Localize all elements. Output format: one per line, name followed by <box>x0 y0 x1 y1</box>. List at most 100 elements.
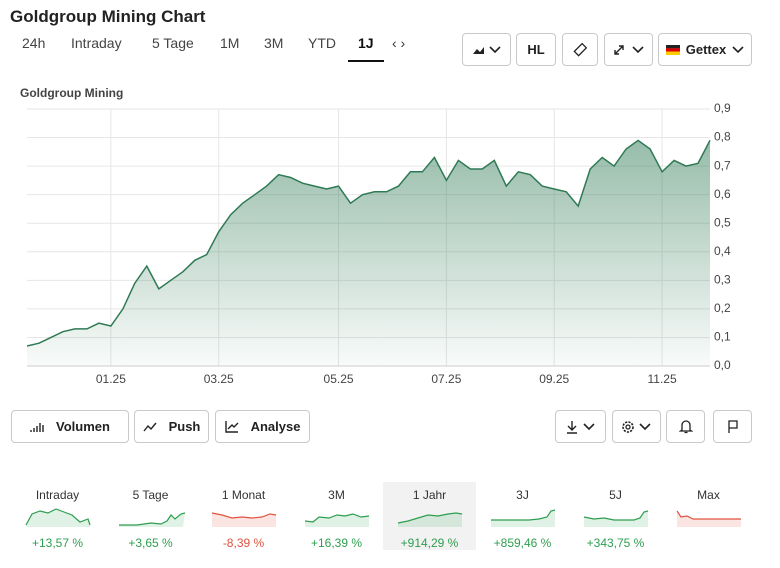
button-label: Analyse <box>250 419 301 434</box>
range-tab[interactable]: YTD <box>308 35 336 51</box>
sparkline-line <box>304 513 369 523</box>
x-tick-label: 03.25 <box>204 372 234 386</box>
range-tab[interactable]: 5 Tage <box>152 35 194 51</box>
sparkline-fill <box>211 513 276 527</box>
period-label: 5J <box>609 488 622 502</box>
tab-scroll[interactable]: ‹ › <box>392 35 406 51</box>
y-tick-label: 0,3 <box>714 273 731 287</box>
performance-item[interactable]: 3M +16,39 % <box>290 482 383 550</box>
icon <box>613 44 644 55</box>
icon <box>621 420 651 433</box>
sparkline-line <box>211 512 276 519</box>
period-label: 5 Tage <box>132 488 169 502</box>
sparkline-fill <box>490 510 555 527</box>
y-tick-label: 0,0 <box>714 358 731 372</box>
button-label: Push <box>168 419 201 434</box>
flag <box>665 44 680 55</box>
performance-item[interactable]: 5 Tage +3,65 % <box>104 482 197 550</box>
period-change: +859,46 % <box>493 536 552 550</box>
y-tick-label: 0,4 <box>714 244 731 258</box>
active-tab-underline <box>348 60 384 62</box>
y-tick-label: 0,1 <box>714 330 731 344</box>
performance-item[interactable]: 1 Jahr +914,29 % <box>383 482 476 550</box>
action-button[interactable]: Volumen <box>11 410 129 443</box>
x-tick-label: 11.25 <box>647 372 676 386</box>
icon <box>143 422 157 431</box>
y-tick-label: 0,6 <box>714 187 731 201</box>
performance-item[interactable]: 1 Monat -8,39 % <box>197 482 290 550</box>
y-tick-label: 0,7 <box>714 158 731 172</box>
icon <box>224 420 239 433</box>
chart-type-button[interactable] <box>462 33 511 66</box>
sparkline-fill <box>118 513 185 527</box>
button-label: Gettex <box>685 42 727 57</box>
sparkline-fill <box>583 511 648 527</box>
price-line <box>26 139 711 347</box>
sparkline <box>490 509 555 527</box>
sparkline-fill <box>397 513 462 527</box>
y-tick-label: 0,5 <box>714 215 731 229</box>
x-tick-label: 09.25 <box>539 372 569 386</box>
range-tab[interactable]: 1J <box>358 35 374 51</box>
settings-button[interactable] <box>612 410 661 443</box>
sparkline <box>583 510 648 527</box>
chart: Goldgroup Mining 0,0 0,1 0,2 0,3 0,4 0,5 0,6 0,… <box>20 86 731 386</box>
sparkline-line <box>24 508 91 526</box>
sparkline-line <box>583 510 648 521</box>
exchange-select[interactable]: Gettex <box>658 33 752 66</box>
x-tick-label: 05.25 <box>324 372 354 386</box>
x-tick-label: 07.25 <box>431 372 461 386</box>
range-tab[interactable]: 24h <box>22 35 46 51</box>
icon <box>30 422 44 432</box>
chart-title: Goldgroup Mining <box>20 86 123 100</box>
period-label: 1 Jahr <box>412 488 447 502</box>
period-label: Max <box>697 488 720 502</box>
action-button[interactable]: Push <box>134 410 209 443</box>
sparkline-line <box>397 512 462 524</box>
fullscreen-button[interactable] <box>604 33 653 66</box>
icon <box>732 45 744 53</box>
icon <box>678 420 693 434</box>
measure-button[interactable] <box>562 33 598 66</box>
sparkline <box>676 510 741 527</box>
y-tick-label: 0,8 <box>714 130 731 144</box>
range-tab[interactable]: Intraday <box>71 35 122 51</box>
button-label: HL <box>527 42 545 57</box>
x-tick-label: 01.25 <box>96 372 126 386</box>
sparkline <box>304 513 369 527</box>
sparkline-line <box>490 509 555 521</box>
performance-item[interactable]: Intraday +13,57 % <box>11 482 104 550</box>
period-change: +914,29 % <box>400 536 459 550</box>
icon <box>472 45 501 54</box>
hl-button[interactable]: HL <box>516 33 556 66</box>
sparkline-line <box>118 512 185 526</box>
period-change: +3,65 % <box>128 536 173 550</box>
performance-item[interactable]: 5J +343,75 % <box>569 482 662 550</box>
y-tick-label: 0,2 <box>714 301 731 315</box>
icon <box>573 42 587 57</box>
icon <box>727 419 738 433</box>
period-label: 1 Monat <box>221 488 266 502</box>
performance-item[interactable]: Max <box>662 482 755 550</box>
alert-button[interactable] <box>666 410 705 443</box>
period-label: 3M <box>328 488 345 502</box>
sparkline <box>24 508 91 527</box>
period-label: 3J <box>516 488 529 502</box>
range-tab[interactable]: 1M <box>220 35 240 51</box>
period-change: +343,75 % <box>586 536 645 550</box>
sparkline-line <box>676 510 741 520</box>
area-fill <box>27 140 710 366</box>
flag-button[interactable] <box>713 410 752 443</box>
button-label: Volumen <box>56 419 110 434</box>
range-tab[interactable]: 3M <box>264 35 284 51</box>
icon <box>566 420 595 434</box>
period-change: +16,39 % <box>310 536 363 550</box>
period-change: +13,57 % <box>31 536 84 550</box>
page-title: Goldgroup Mining Chart <box>10 7 206 26</box>
download-button[interactable] <box>555 410 606 443</box>
action-button[interactable]: Analyse <box>215 410 310 443</box>
performance-item[interactable]: 3J +859,46 % <box>476 482 569 550</box>
period-label: Intraday <box>35 488 80 502</box>
sparkline <box>118 512 185 527</box>
